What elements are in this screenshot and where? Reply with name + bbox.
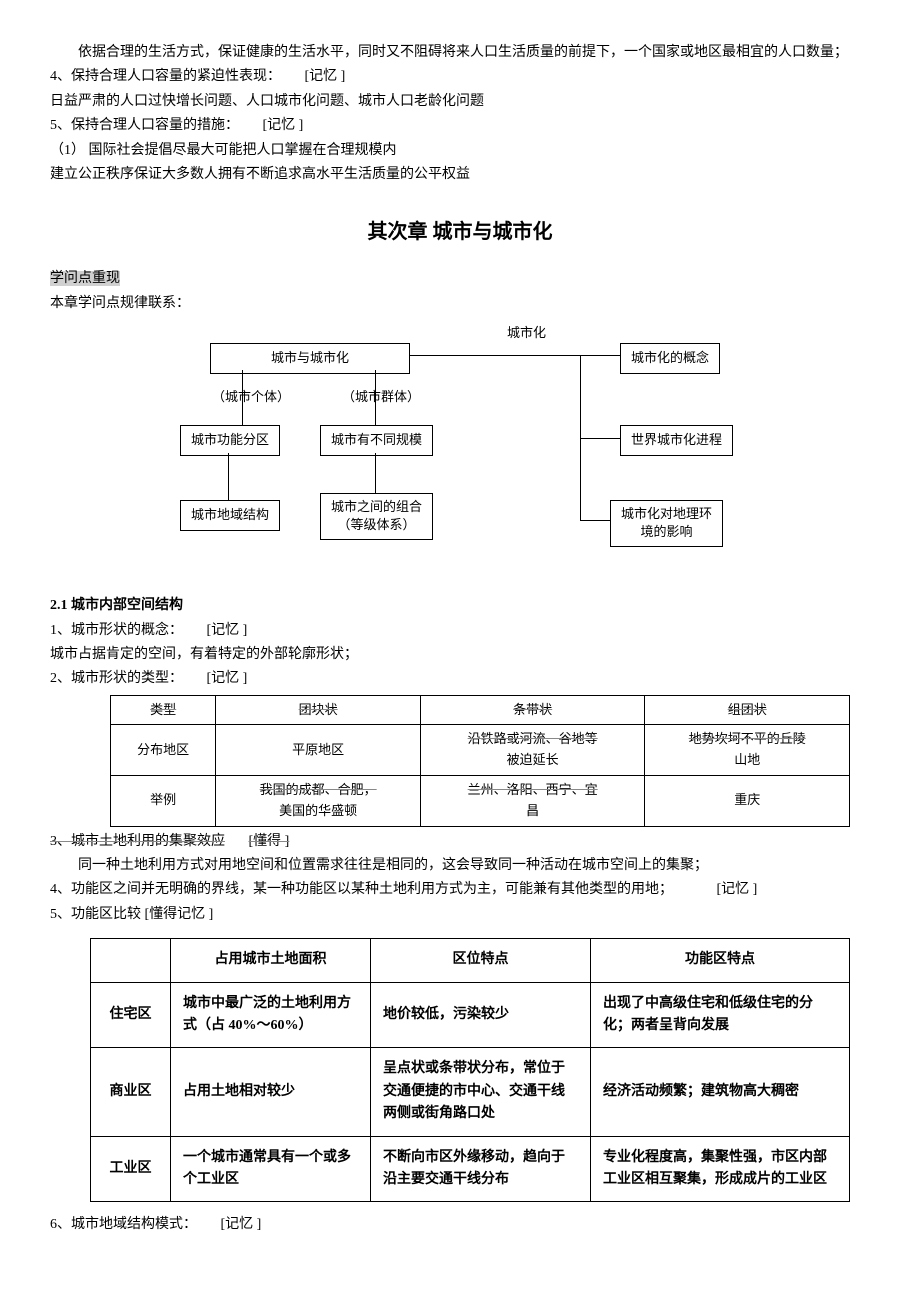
- d-b6: 城市化的概念: [620, 343, 720, 374]
- t1-h0: 类型: [111, 695, 216, 725]
- d-l1: （城市个体）: [210, 387, 292, 408]
- d-toplabel: 城市化: [505, 323, 548, 344]
- d-b8-l1: 城市化对地理环: [621, 506, 712, 521]
- d-l2: （城市群体）: [340, 387, 422, 408]
- d-b5: 城市之间的组合 （等级体系）: [320, 493, 433, 539]
- t2-r2-c0: 工业区: [91, 1136, 171, 1202]
- t1-r1-c3: 地势坎坷不平的丘陵 山地: [645, 725, 850, 776]
- d-b8: 城市化对地理环 境的影响: [610, 500, 723, 546]
- p1-text: 1、城市形状的概念：: [50, 623, 183, 638]
- d-b5-l2: （等级体系）: [338, 517, 416, 532]
- intro-p1: 依据合理的生活方式，保证健康的生活水平，同时又不阻碍将来人口生活质量的前提下，一…: [50, 42, 870, 64]
- t2-r2-c1: 一个城市通常具有一个或多个工业区: [171, 1136, 371, 1202]
- city-shape-table: 类型 团块状 条带状 组团状 分布地区 平原地区 沿铁路或河流、谷地等 被迫延长…: [110, 695, 850, 827]
- p4-tag: [记忆 ]: [717, 882, 758, 897]
- t2-r0-c2: 地价较低，污染较少: [371, 982, 591, 1048]
- t1-h3: 组团状: [645, 695, 850, 725]
- t1-r2-c2: 兰州、洛阳、西宁、宜 昌: [420, 776, 644, 827]
- t1-h1: 团块状: [216, 695, 421, 725]
- t1-h2: 条带状: [420, 695, 644, 725]
- intro-p3-l1: （1） 国际社会提倡尽最大可能把人口掌握在合理规模内: [50, 140, 870, 162]
- sec3-p4: 4、功能区之间并无明确的界线，某一种功能区以某种土地利用方式为主，可能兼有其他类…: [50, 879, 870, 901]
- t2-r0-c1: 城市中最广泛的土地利用方式（占 40%～60%）: [171, 982, 371, 1048]
- sec3-p3: 3、城市土地利用的集聚效应 [懂得 ]: [50, 831, 870, 853]
- t2-r1-c0: 商业区: [91, 1048, 171, 1136]
- p2-tag: [记忆 ]: [305, 66, 346, 88]
- t2-r2-c2: 不断向市区外缘移动，趋向于沿主要交通干线分布: [371, 1136, 591, 1202]
- p3-tag: [记忆 ]: [263, 115, 304, 137]
- d-b2: 城市功能分区: [180, 425, 280, 456]
- intro-p3-l2: 建立公正秩序保证大多数人拥有不断追求高水平生活质量的公平权益: [50, 164, 870, 186]
- sec2-p1-body: 城市占据肯定的空间，有着特定的外部轮廓形状；: [50, 644, 870, 666]
- t1-r2-c1: 我国的成都、合肥， 美国的华盛顿: [216, 776, 421, 827]
- highlight-text: 学问点重现: [50, 271, 120, 286]
- t1-r2-label: 举例: [111, 776, 216, 827]
- p3-text: 3、城市土地利用的集聚效应: [50, 834, 225, 849]
- p4-text: 4、功能区之间并无明确的界线，某一种功能区以某种土地利用方式为主，可能兼有其他类…: [50, 882, 673, 897]
- t2-h2: 区位特点: [371, 939, 591, 982]
- intro-p3: 5、保持合理人口容量的措施： [记忆 ]: [50, 115, 870, 137]
- sec3-p3-body: 同一种土地利用方式对用地空间和位置需求往往是相同的，这会导致同一种活动在城市空间…: [50, 855, 870, 877]
- t2-h3: 功能区特点: [591, 939, 850, 982]
- d-b4: 城市地域结构: [180, 500, 280, 531]
- t2-r0-c0: 住宅区: [91, 982, 171, 1048]
- functional-zone-table: 占用城市土地面积 区位特点 功能区特点 住宅区 城市中最广泛的土地利用方式（占 …: [90, 938, 850, 1202]
- d-b3: 城市有不同规模: [320, 425, 433, 456]
- t2-h1: 占用城市土地面积: [171, 939, 371, 982]
- d-b7: 世界城市化进程: [620, 425, 733, 456]
- sec2-p1: 1、城市形状的概念： [记忆 ]: [50, 620, 870, 642]
- intro-p2: 4、保持合理人口容量的紧迫性表现： [记忆 ]: [50, 66, 870, 88]
- p2-tag2: [记忆 ]: [207, 668, 248, 690]
- concept-diagram: 城市化 城市与城市化 （城市个体） （城市群体） 城市功能分区 城市有不同规模 …: [150, 325, 850, 585]
- sec1-hl: 学问点重现: [50, 268, 870, 290]
- p2-text: 2、城市形状的类型：: [50, 671, 183, 686]
- p6-text: 6、城市地域结构模式：: [50, 1217, 197, 1232]
- p3-tag: [懂得 ]: [249, 831, 290, 853]
- t1-r1-label: 分布地区: [111, 725, 216, 776]
- t2-r1-c3: 经济活动频繁；建筑物高大稠密: [591, 1048, 850, 1136]
- t1-r1-c1: 平原地区: [216, 725, 421, 776]
- t2-r0-c3: 出现了中高级住宅和低级住宅的分化；两者呈背向发展: [591, 982, 850, 1048]
- sec3-p5: 5、功能区比较 [懂得记忆 ]: [50, 904, 870, 926]
- p6-tag: [记忆 ]: [221, 1214, 262, 1236]
- t2-h0: [91, 939, 171, 982]
- sec4-p6: 6、城市地域结构模式： [记忆 ]: [50, 1214, 870, 1236]
- t2-r1-c2: 呈点状或条带状分布，常位于交通便捷的市中心、交通干线两侧或街角路口处: [371, 1048, 591, 1136]
- chapter-title: 其次章 城市与城市化: [50, 216, 870, 248]
- sec2-h: 2.1 城市内部空间结构: [50, 595, 870, 617]
- d-b5-l1: 城市之间的组合: [331, 499, 422, 514]
- t1-r2-c3: 重庆: [645, 776, 850, 827]
- t1-r1-c2: 沿铁路或河流、谷地等 被迫延长: [420, 725, 644, 776]
- p1-tag: [记忆 ]: [207, 620, 248, 642]
- t2-r2-c3: 专业化程度高，集聚性强，市区内部工业区相互聚集，形成成片的工业区: [591, 1136, 850, 1202]
- intro-p2-body: 日益严肃的人口过快增长问题、人口城市化问题、城市人口老龄化问题: [50, 91, 870, 113]
- p3-num: 5、保持合理人口容量的措施：: [50, 118, 239, 133]
- p2-num: 4、保持合理人口容量的紧迫性表现：: [50, 69, 281, 84]
- sec2-p2: 2、城市形状的类型： [记忆 ]: [50, 668, 870, 690]
- t2-r1-c1: 占用土地相对较少: [171, 1048, 371, 1136]
- d-b1: 城市与城市化: [210, 343, 410, 374]
- d-b8-l2: 境的影响: [641, 524, 693, 539]
- sec1-sub: 本章学问点规律联系：: [50, 293, 870, 315]
